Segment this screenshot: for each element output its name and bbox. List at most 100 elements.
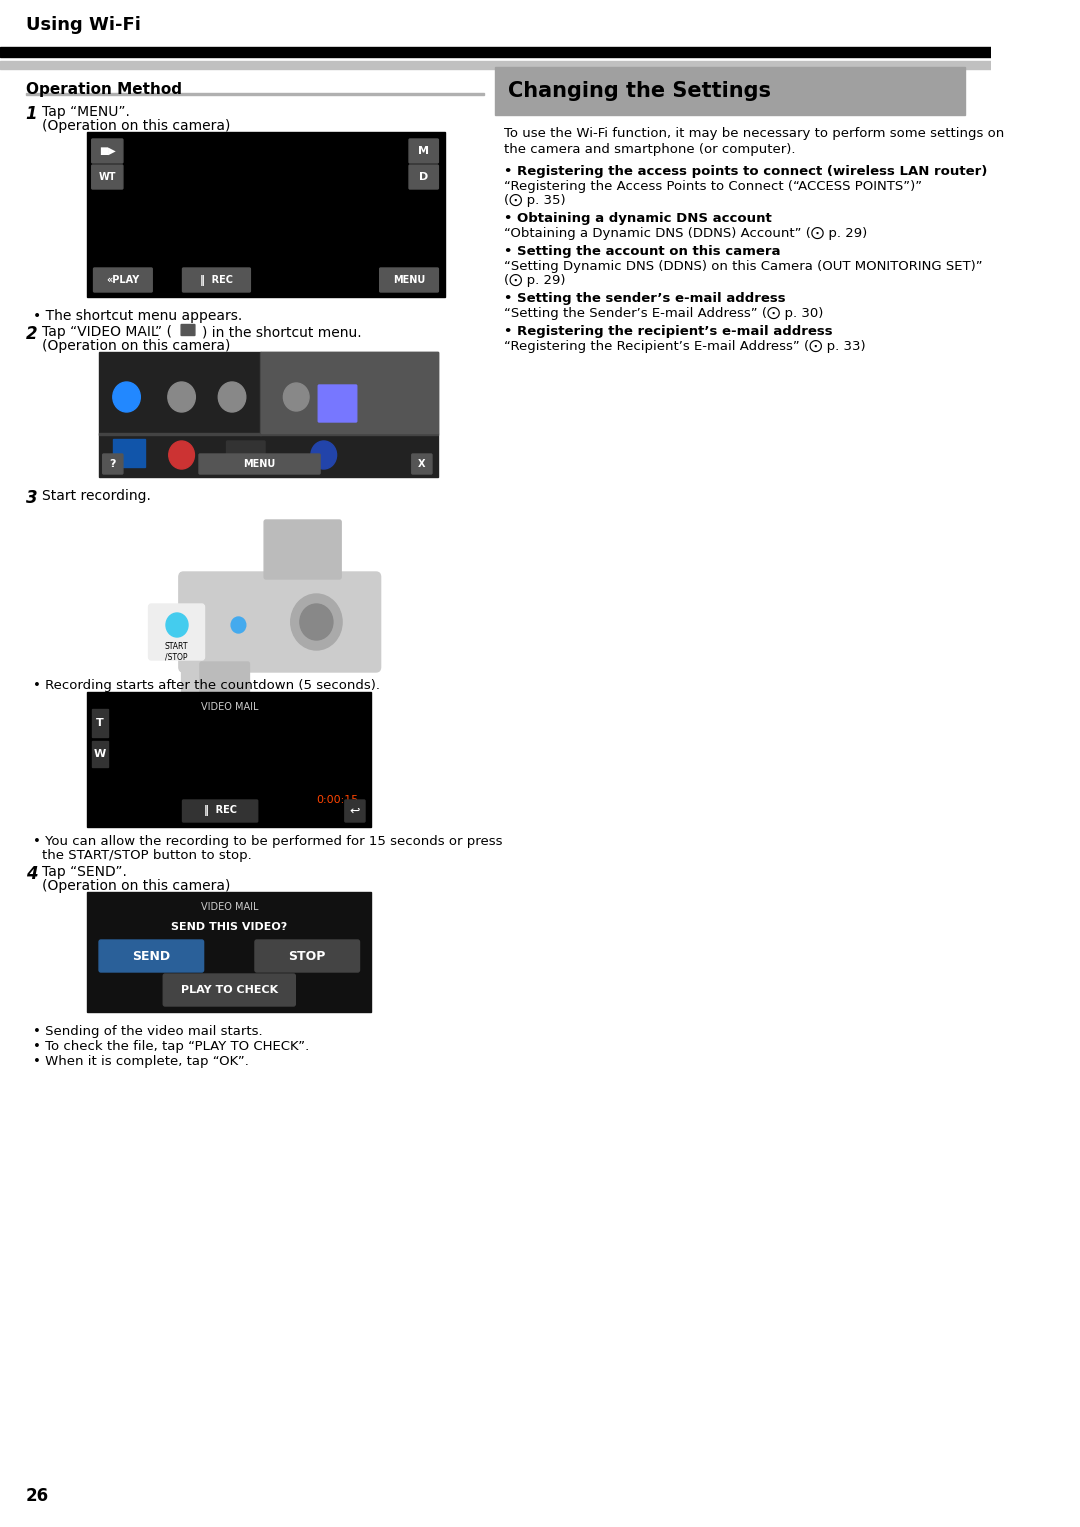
Text: MENU: MENU	[243, 460, 275, 469]
Text: T: T	[96, 718, 104, 728]
Text: 1: 1	[26, 105, 38, 124]
Text: 3: 3	[26, 489, 38, 507]
Circle shape	[231, 617, 246, 634]
Text: ↩: ↩	[350, 805, 360, 817]
Text: MENU: MENU	[393, 275, 426, 286]
Text: “Setting the Sender’s E-mail Address” (⨀ p. 30): “Setting the Sender’s E-mail Address” (⨀…	[504, 307, 824, 321]
FancyBboxPatch shape	[265, 521, 341, 579]
Text: ‖  REC: ‖ REC	[204, 806, 237, 817]
Text: 2: 2	[26, 325, 38, 344]
Text: X: X	[418, 460, 426, 469]
Text: “Obtaining a Dynamic DNS (DDNS) Account” (⨀ p. 29): “Obtaining a Dynamic DNS (DDNS) Account”…	[504, 228, 867, 240]
Circle shape	[112, 382, 140, 412]
Text: “Registering the Recipient’s E-mail Address” (⨀ p. 33): “Registering the Recipient’s E-mail Addr…	[504, 341, 866, 353]
Text: START
/STOP: START /STOP	[164, 641, 188, 661]
Text: • You can allow the recording to be performed for 15 seconds or press: • You can allow the recording to be perf…	[33, 835, 502, 847]
FancyBboxPatch shape	[94, 269, 152, 292]
Text: the START/STOP button to stop.: the START/STOP button to stop.	[42, 849, 252, 863]
Text: Using Wi-Fi: Using Wi-Fi	[26, 15, 140, 34]
Text: “Registering the Access Points to Connect (“ACCESS POINTS”)”: “Registering the Access Points to Connec…	[504, 180, 922, 192]
Text: Start recording.: Start recording.	[42, 489, 151, 502]
Bar	[87, 131, 445, 296]
Circle shape	[311, 441, 337, 469]
Bar	[112, 438, 145, 467]
FancyBboxPatch shape	[163, 974, 295, 1006]
Bar	[99, 434, 438, 435]
Bar	[261, 353, 438, 434]
Text: • Setting the account on this camera: • Setting the account on this camera	[504, 244, 781, 258]
Text: • Setting the sender’s e-mail address: • Setting the sender’s e-mail address	[504, 292, 786, 305]
Text: M: M	[418, 147, 429, 156]
FancyBboxPatch shape	[92, 139, 123, 163]
FancyBboxPatch shape	[183, 800, 258, 822]
Bar	[87, 892, 372, 1012]
Text: Operation Method: Operation Method	[26, 82, 181, 98]
Bar	[259, 353, 261, 435]
Text: • Registering the recipient’s e-mail address: • Registering the recipient’s e-mail add…	[504, 325, 833, 337]
Bar	[496, 67, 964, 115]
Text: the camera and smartphone (or computer).: the camera and smartphone (or computer).	[504, 144, 796, 156]
Text: PLAY TO CHECK: PLAY TO CHECK	[180, 985, 278, 996]
Text: (⨀ p. 29): (⨀ p. 29)	[504, 273, 566, 287]
FancyBboxPatch shape	[99, 941, 204, 973]
Text: 26: 26	[26, 1487, 49, 1506]
Circle shape	[167, 382, 195, 412]
FancyBboxPatch shape	[179, 573, 380, 672]
Bar	[0, 47, 990, 56]
Text: • Sending of the video mail starts.: • Sending of the video mail starts.	[33, 1025, 262, 1038]
Circle shape	[291, 594, 342, 651]
Text: (Operation on this camera): (Operation on this camera)	[42, 119, 230, 133]
FancyBboxPatch shape	[380, 269, 438, 292]
Circle shape	[300, 605, 333, 640]
Text: (Operation on this camera): (Operation on this camera)	[42, 880, 230, 893]
Text: ?: ?	[109, 460, 116, 469]
Text: • When it is complete, tap “OK”.: • When it is complete, tap “OK”.	[33, 1055, 248, 1067]
FancyBboxPatch shape	[255, 941, 360, 973]
FancyBboxPatch shape	[411, 454, 432, 473]
Text: (⨀ p. 35): (⨀ p. 35)	[504, 194, 566, 208]
Circle shape	[283, 383, 309, 411]
FancyBboxPatch shape	[103, 454, 123, 473]
Text: «PLAY: «PLAY	[106, 275, 139, 286]
Bar	[87, 692, 372, 828]
Text: SEND THIS VIDEO?: SEND THIS VIDEO?	[171, 922, 287, 931]
Circle shape	[168, 441, 194, 469]
Text: • Obtaining a dynamic DNS account: • Obtaining a dynamic DNS account	[504, 212, 772, 224]
FancyBboxPatch shape	[409, 139, 438, 163]
Text: SEND: SEND	[132, 950, 171, 962]
FancyBboxPatch shape	[345, 800, 365, 822]
Bar	[99, 353, 438, 476]
Bar	[92, 709, 108, 738]
Text: VIDEO MAIL: VIDEO MAIL	[201, 902, 258, 912]
Text: Changing the Settings: Changing the Settings	[508, 81, 771, 101]
Circle shape	[166, 612, 188, 637]
Text: VIDEO MAIL: VIDEO MAIL	[201, 702, 258, 712]
Text: W: W	[94, 750, 106, 759]
Text: (Operation on this camera): (Operation on this camera)	[42, 339, 230, 353]
Circle shape	[174, 447, 189, 463]
FancyBboxPatch shape	[181, 660, 213, 699]
Text: To use the Wi-Fi function, it may be necessary to perform some settings on: To use the Wi-Fi function, it may be nec…	[504, 127, 1004, 140]
FancyBboxPatch shape	[149, 605, 204, 660]
FancyBboxPatch shape	[200, 663, 249, 693]
Text: Tap “MENU”.: Tap “MENU”.	[42, 105, 130, 119]
Text: ■▶: ■▶	[99, 147, 116, 156]
Text: • Recording starts after the countdown (5 seconds).: • Recording starts after the countdown (…	[33, 680, 380, 692]
Text: • The shortcut menu appears.: • The shortcut menu appears.	[33, 308, 242, 324]
Text: Tap “VIDEO MAIL” (: Tap “VIDEO MAIL” (	[42, 325, 172, 339]
FancyBboxPatch shape	[92, 165, 123, 189]
Text: 0:00:15: 0:00:15	[316, 796, 359, 805]
Text: WT: WT	[98, 173, 116, 182]
Text: ) in the shortcut menu.: ) in the shortcut menu.	[202, 325, 362, 339]
Text: • To check the file, tap “PLAY TO CHECK”.: • To check the file, tap “PLAY TO CHECK”…	[33, 1040, 309, 1054]
Circle shape	[218, 382, 246, 412]
Bar	[26, 93, 484, 95]
Text: Tap “SEND”.: Tap “SEND”.	[42, 864, 127, 880]
FancyBboxPatch shape	[319, 385, 356, 421]
FancyBboxPatch shape	[183, 269, 251, 292]
Bar	[0, 61, 990, 69]
Text: ‖  REC: ‖ REC	[200, 275, 233, 286]
Bar	[92, 741, 108, 767]
Text: “Setting Dynamic DNS (DDNS) on this Camera (OUT MONITORING SET)”: “Setting Dynamic DNS (DDNS) on this Came…	[504, 260, 983, 273]
FancyBboxPatch shape	[409, 165, 438, 189]
